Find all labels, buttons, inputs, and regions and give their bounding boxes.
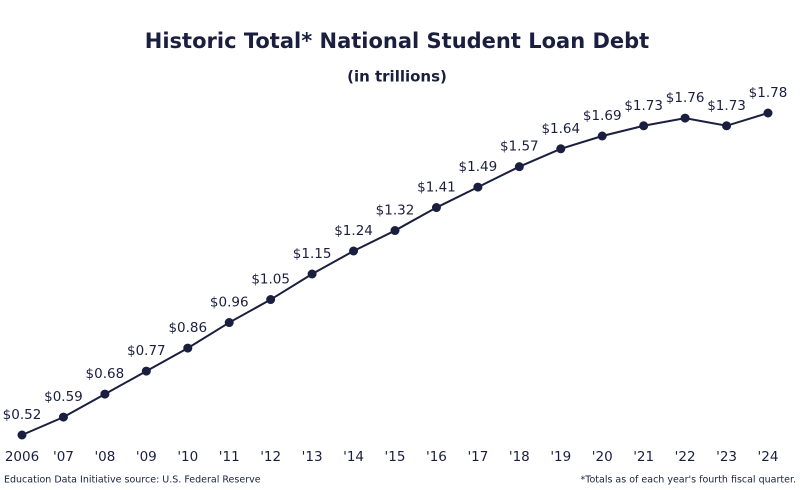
point [17, 430, 27, 440]
point [100, 389, 110, 399]
point [597, 131, 607, 141]
x-tick-label: '07 [53, 449, 74, 465]
value-label: $1.41 [417, 180, 456, 196]
x-tick-label: '09 [136, 449, 157, 465]
point [514, 162, 524, 172]
value-label: $1.24 [334, 223, 373, 239]
footnote: *Totals as of each year's fourth fiscal … [581, 475, 796, 486]
point [349, 246, 359, 256]
line [21, 112, 769, 436]
value-label: $0.86 [168, 320, 207, 336]
x-tick-label: '17 [467, 449, 488, 465]
value-label: $0.68 [86, 366, 125, 382]
point [680, 113, 690, 123]
point [556, 144, 566, 154]
x-tick-label: '10 [177, 449, 198, 465]
point [58, 412, 68, 422]
point [183, 343, 193, 353]
value-label: $0.59 [44, 389, 83, 405]
point [639, 121, 649, 131]
x-tick-label: '18 [509, 449, 530, 465]
point [307, 269, 317, 279]
point [473, 182, 483, 192]
point [763, 108, 773, 118]
value-label: $1.05 [251, 272, 290, 288]
x-tick-label: 2006 [5, 449, 39, 465]
chart-title: Historic Total* National Student Loan De… [145, 29, 649, 53]
x-tick-label: '13 [302, 449, 323, 465]
x-tick-label: '12 [260, 449, 281, 465]
x-tick-label: '22 [675, 449, 696, 465]
value-label: $1.73 [624, 98, 663, 114]
point [431, 203, 441, 213]
value-label: $1.32 [376, 203, 415, 219]
value-label: $0.52 [3, 407, 42, 423]
x-tick-label: '16 [426, 449, 447, 465]
x-tick-label: '08 [94, 449, 115, 465]
value-label: $1.73 [707, 98, 746, 114]
chart-subtitle: (in trillions) [347, 68, 447, 86]
value-label: $1.15 [293, 246, 332, 262]
point [141, 366, 151, 376]
point [722, 121, 732, 131]
point [266, 295, 276, 305]
value-label: $1.49 [459, 159, 498, 175]
x-tick-label: '11 [219, 449, 240, 465]
value-label: $0.77 [127, 343, 166, 359]
value-label: $1.78 [749, 85, 788, 101]
x-tick-label: '21 [633, 449, 654, 465]
x-tick-label: '20 [592, 449, 613, 465]
x-tick-label: '23 [716, 449, 737, 465]
value-label: $1.69 [583, 108, 622, 124]
value-label: $0.96 [210, 295, 249, 311]
x-tick-label: '14 [343, 449, 364, 465]
point [224, 318, 234, 328]
value-label: $1.64 [541, 121, 580, 137]
point [390, 226, 400, 236]
source: Education Data Initiative source: U.S. F… [4, 475, 261, 486]
value-label: $1.57 [500, 139, 539, 155]
x-tick-label: '15 [385, 449, 406, 465]
value-label: $1.76 [666, 90, 705, 106]
x-tick-label: '24 [758, 449, 779, 465]
x-tick-label: '19 [550, 449, 571, 465]
